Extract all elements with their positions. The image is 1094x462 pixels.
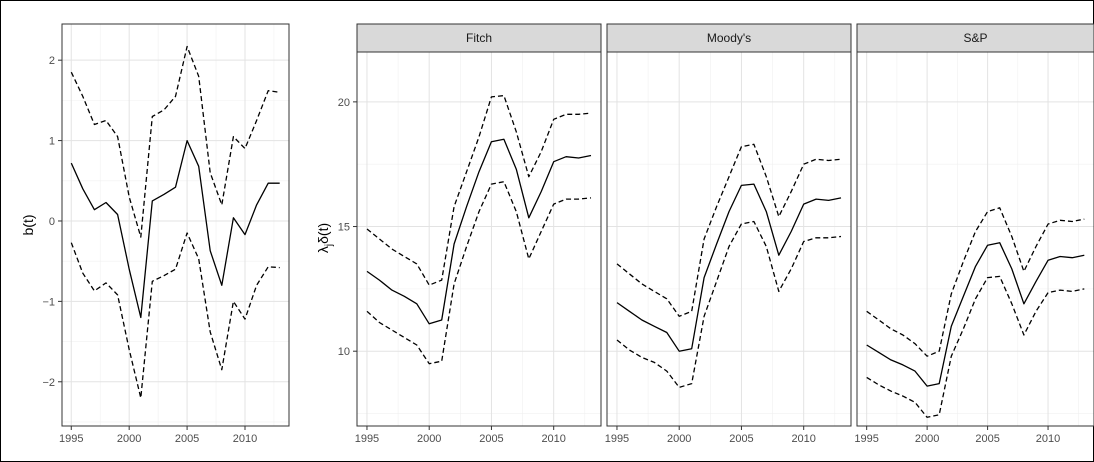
- dashed-line-2: [616, 220, 842, 389]
- panel-border: [356, 51, 602, 427]
- dashed-line-0: [616, 143, 842, 317]
- facet-strip: [606, 23, 852, 53]
- dashed-line-0: [866, 207, 1085, 357]
- dashed-line-2: [366, 181, 592, 365]
- y-tick-label: 15: [338, 222, 350, 234]
- x-tick-label: 2005: [175, 433, 199, 445]
- y-axis-title-main: λ: [315, 246, 331, 253]
- solid-line-1: [616, 183, 842, 352]
- x-tick-label: 2005: [729, 433, 753, 445]
- panel-background: [62, 24, 289, 426]
- dashed-line-2: [70, 232, 280, 399]
- y-tick-label: 20: [338, 97, 350, 109]
- solid-line-1: [366, 138, 592, 325]
- solid-line-1: [866, 242, 1085, 387]
- x-tick-label: 2010: [1036, 433, 1060, 445]
- x-tick-label: 2000: [667, 433, 691, 445]
- x-tick-label: 1995: [854, 433, 878, 445]
- x-tick-label: 2000: [417, 433, 441, 445]
- y-axis-title-subscript: j: [324, 244, 335, 247]
- facet-strip-label: Moody's: [707, 31, 751, 45]
- y-axis-title-lambda: λjδ(t): [315, 223, 335, 253]
- y-tick-label: 0: [49, 216, 55, 228]
- solid-line-1: [70, 139, 280, 319]
- panel-background: [357, 52, 601, 426]
- panel-border: [61, 23, 290, 427]
- x-tick-label: 1995: [59, 433, 83, 445]
- y-axis-title-rest: δ(t): [315, 223, 331, 244]
- y-axis-title: b(t): [20, 215, 36, 236]
- y-tick-label: −1: [42, 296, 55, 308]
- y-tick-label: 10: [338, 346, 350, 358]
- facet-strip: [356, 23, 602, 53]
- x-tick-label: 1995: [355, 433, 379, 445]
- x-tick-label: 2000: [117, 433, 141, 445]
- x-tick-label: 2010: [233, 433, 257, 445]
- panel-background: [857, 52, 1094, 426]
- x-tick-label: 1995: [605, 433, 629, 445]
- panel-background: [607, 52, 851, 426]
- facet-strip: [856, 23, 1094, 53]
- dashed-line-2: [866, 275, 1085, 418]
- x-tick-label: 2010: [541, 433, 565, 445]
- dashed-line-0: [70, 45, 280, 238]
- facet-strip-label: S&P: [963, 31, 987, 45]
- x-tick-label: 2005: [479, 433, 503, 445]
- facet-strip-label: Fitch: [466, 31, 492, 45]
- panel-border: [856, 51, 1094, 427]
- y-tick-label: 1: [49, 136, 55, 148]
- panel-border: [606, 51, 852, 427]
- x-tick-label: 2010: [791, 433, 815, 445]
- dashed-line-0: [366, 94, 592, 286]
- y-tick-label: −2: [42, 377, 55, 389]
- x-tick-label: 2000: [915, 433, 939, 445]
- x-tick-label: 2005: [975, 433, 999, 445]
- y-tick-label: 2: [49, 55, 55, 67]
